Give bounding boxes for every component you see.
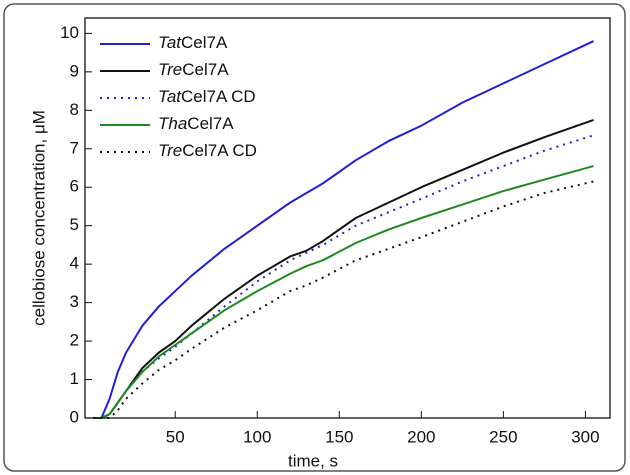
data-line <box>93 180 594 419</box>
y-axis-label: cellobiose concentration, μM <box>29 110 48 326</box>
y-tick-label: 6 <box>70 177 79 196</box>
x-tick-label: 250 <box>489 427 517 446</box>
x-axis-label: time, s <box>288 451 338 470</box>
x-tick-label: 150 <box>325 427 353 446</box>
y-tick-label: 10 <box>60 23 79 42</box>
data-line <box>93 165 594 419</box>
y-tick-label: 1 <box>70 369 79 388</box>
x-tick-label: 200 <box>407 427 435 446</box>
legend-label: TatCel7A <box>158 33 228 52</box>
data-line <box>93 40 595 419</box>
frame <box>3 3 626 472</box>
data-line <box>93 118 594 419</box>
y-tick-label: 7 <box>70 138 79 157</box>
x-tick-label: 300 <box>571 427 599 446</box>
y-tick-label: 9 <box>70 61 79 80</box>
legend-label: TreCel7A CD <box>158 141 257 160</box>
x-tick-label: 50 <box>166 427 185 446</box>
x-tick-label: 100 <box>243 427 271 446</box>
y-tick-label: 8 <box>70 100 79 119</box>
legend-label: TatCel7A CD <box>158 87 256 106</box>
data-line <box>93 134 594 419</box>
y-tick-label: 2 <box>70 331 79 350</box>
y-tick-label: 3 <box>70 292 79 311</box>
y-tick-label: 0 <box>70 407 79 426</box>
legend-label: ThaCel7A <box>158 114 234 133</box>
y-tick-label: 4 <box>70 254 79 273</box>
y-tick-label: 5 <box>70 215 79 234</box>
legend-label: TreCel7A <box>158 60 229 79</box>
plot-frame <box>84 17 611 419</box>
